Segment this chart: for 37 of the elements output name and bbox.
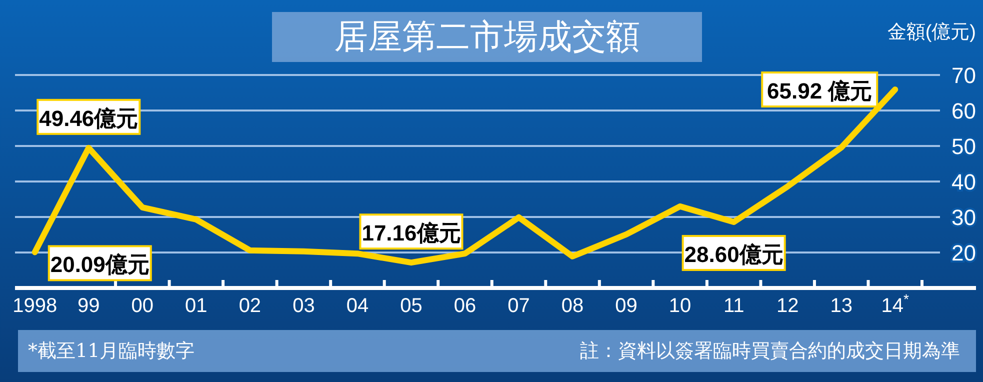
value-label: 17.16億元 (359, 214, 464, 250)
x-tick-label: 06 (454, 295, 476, 317)
y-tick-label: 30 (952, 204, 976, 230)
value-label: 28.60億元 (682, 234, 786, 271)
y-tick-label: 40 (952, 169, 976, 194)
x-tick-label: 1998 (12, 295, 58, 317)
x-tick-label: 12 (776, 295, 799, 317)
data-label: 17.16億元 (362, 220, 461, 246)
x-tick-label: 14$^{*}$ (881, 291, 910, 317)
y-tick-label: 20 (952, 240, 976, 265)
data-label: 28.60億元 (684, 241, 784, 266)
x-tick-label: 09 (615, 295, 638, 317)
y-tick-label: 70 (952, 62, 976, 88)
value-label: 49.46億元 (36, 98, 141, 135)
title: 居屋第二市場成交額 (272, 12, 702, 62)
x-tick-label: 13 (830, 295, 852, 317)
y-tick-label: 50 (952, 134, 976, 158)
x-tick-label: 01 (185, 295, 208, 317)
x-tick-label: 00 (131, 295, 154, 317)
y-axis-title: 金額(億元) (887, 22, 976, 43)
value-label: 20.09億元 (48, 245, 152, 282)
data-label: 20.09億元 (50, 252, 150, 277)
x-tick-label: 03 (292, 295, 315, 317)
x-tick-label: 08 (561, 295, 584, 317)
data-label: 49.46億元 (39, 105, 138, 130)
x-tick-label: 07 (508, 295, 530, 317)
chart-title: 居屋第二市場成交額 (334, 18, 640, 56)
data-label: 65.92 億元 (767, 78, 872, 103)
x-tick-label: 10 (668, 295, 692, 317)
y-tick-label: 60 (952, 98, 976, 123)
x-tick-label: 99 (78, 295, 100, 317)
value-label: 65.92 億元 (761, 71, 878, 108)
x-tick-label: 11 (723, 295, 744, 317)
footer: *截至11月臨時數字 註：資料以簽署臨時買賣合約的成交日期為準 (18, 330, 976, 372)
x-tick-label: 02 (238, 295, 262, 317)
x-tick-label: 04 (346, 295, 369, 317)
x-tick-label: 05 (400, 295, 422, 317)
